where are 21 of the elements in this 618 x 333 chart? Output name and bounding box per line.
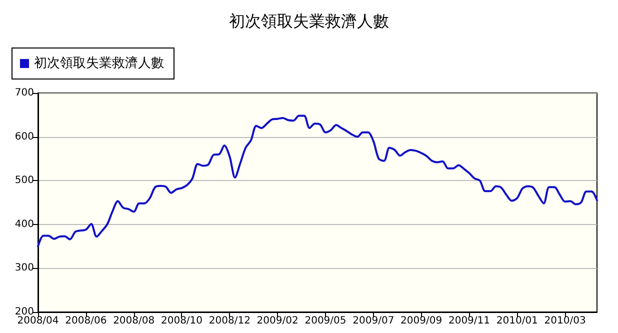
line-series [37, 114, 598, 248]
x-tick-label: 2008/04 [17, 316, 59, 326]
x-tick-label: 2009/05 [304, 316, 346, 326]
x-tick-label: 2008/08 [113, 316, 155, 326]
x-tick-label: 2009/07 [352, 316, 394, 326]
x-tick-label: 2010/03 [544, 316, 586, 326]
y-tick-label: 500 [14, 175, 34, 186]
x-tick-label: 2009/09 [400, 316, 442, 326]
x-tick-label: 2008/10 [160, 316, 203, 326]
x-tick-label: 2009/02 [256, 316, 298, 326]
chart-title: 初次領取失業救濟人數 [229, 12, 389, 30]
x-tick-label: 2008/06 [65, 316, 107, 326]
x-tick-label: 2009/11 [448, 316, 490, 326]
y-tick-label: 400 [14, 218, 34, 230]
x-tick-label: 2010/01 [496, 316, 538, 326]
y-tick-label: 600 [14, 131, 34, 142]
y-tick-label: 700 [14, 88, 34, 98]
legend-label: 初次領取失業救濟人數 [34, 56, 164, 71]
y-tick-label: 200 [14, 306, 34, 318]
y-tick-label: 300 [14, 262, 34, 274]
x-tick-label: 2008/12 [208, 316, 250, 326]
